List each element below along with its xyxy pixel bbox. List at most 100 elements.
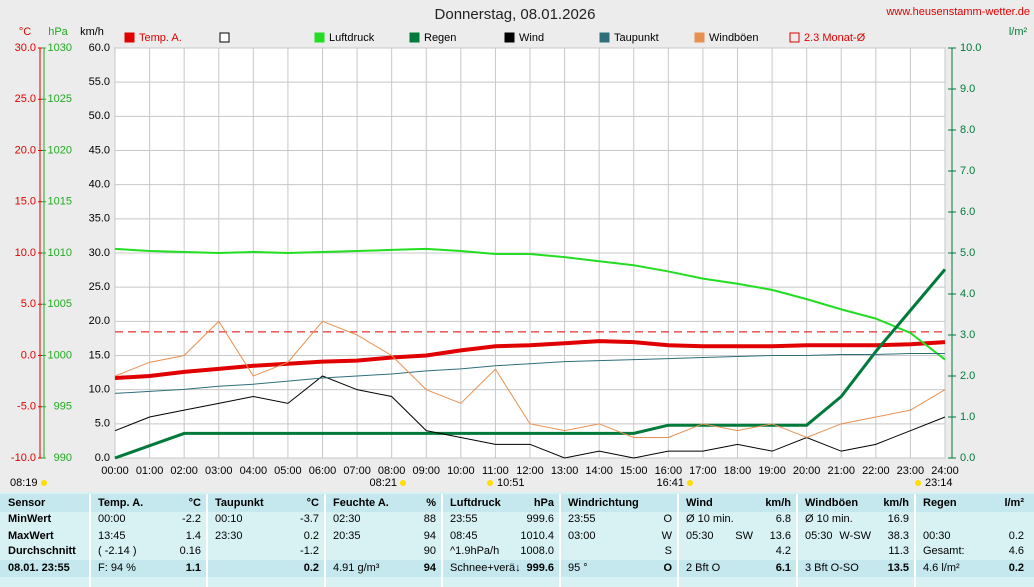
legend-label: Luftdruck xyxy=(329,32,375,44)
temp-tick-label: 15.0 xyxy=(15,196,36,208)
series-line xyxy=(114,339,946,381)
rain-tick-label: 0.0 xyxy=(960,452,975,464)
annotation: 16:41 xyxy=(656,477,684,489)
table-header: Windböen xyxy=(805,497,858,509)
table-cell: W xyxy=(662,530,673,542)
x-tick-label: 24:00 xyxy=(931,465,959,477)
x-tick-label: 02:00 xyxy=(170,465,198,477)
table-cell: 0.16 xyxy=(180,545,201,557)
table-cell: 94 xyxy=(424,530,436,542)
temp-tick-label: 30.0 xyxy=(15,42,36,54)
temp-tick-label: -10.0 xyxy=(11,452,36,464)
temp-tick-label: 0.0 xyxy=(21,349,36,361)
table-header-bg xyxy=(0,494,1034,512)
x-tick-label: 10:00 xyxy=(447,465,475,477)
table-cell: Ø 10 min. xyxy=(686,513,734,525)
legend-swatch xyxy=(314,32,325,43)
annotation-icon xyxy=(400,480,406,486)
rain-tick-label: 8.0 xyxy=(960,124,975,136)
legend-swatch xyxy=(409,32,420,43)
temp-tick-label: -5.0 xyxy=(17,401,36,413)
table-header: Wind xyxy=(686,497,713,509)
wind-unit: km/h xyxy=(80,26,104,38)
table-cell: 0.2 xyxy=(1009,562,1024,574)
rain-tick-label: 1.0 xyxy=(960,411,975,423)
x-tick-label: 22:00 xyxy=(862,465,890,477)
table-cell: 00:10 xyxy=(215,513,243,525)
table-cell: 05:30 xyxy=(686,530,714,542)
legend-swatch xyxy=(789,32,800,43)
y-tick-label: 5.0 xyxy=(95,418,110,430)
y-tick-label: 50.0 xyxy=(89,110,110,122)
y-tick-label: 35.0 xyxy=(89,213,110,225)
annotation-icon xyxy=(41,480,47,486)
legend-swatch xyxy=(694,32,705,43)
rain-tick-label: 7.0 xyxy=(960,165,975,177)
table-header: Regen xyxy=(923,497,957,509)
table-header: l/m² xyxy=(1004,497,1024,509)
legend-swatch xyxy=(504,32,515,43)
x-tick-label: 07:00 xyxy=(343,465,371,477)
x-tick-label: 17:00 xyxy=(689,465,717,477)
table-cell: 1008.0 xyxy=(520,545,554,557)
series-line xyxy=(114,268,947,460)
pressure-unit: hPa xyxy=(48,26,68,38)
table-cell: 00:00 xyxy=(98,513,126,525)
pressure-tick-label: 1025 xyxy=(48,93,72,105)
table-header: Taupunkt xyxy=(215,497,264,509)
rain-tick-label: 2.0 xyxy=(960,370,975,382)
pressure-tick-label: 1000 xyxy=(48,349,72,361)
pressure-tick-label: 1015 xyxy=(48,196,72,208)
table-header: Sensor xyxy=(8,497,46,509)
pressure-tick-label: 1020 xyxy=(48,144,72,156)
chart-title: Donnerstag, 08.01.2026 xyxy=(435,6,596,23)
table-cell: 4.6 l/m² xyxy=(923,562,960,574)
table-cell: Schnee+verä↓ xyxy=(450,562,521,574)
legend-swatch xyxy=(124,32,135,43)
legend-label: Temp. A. xyxy=(139,32,182,44)
table-cell: MaxWert xyxy=(8,530,54,542)
table-cell: 13:45 xyxy=(98,530,126,542)
table-cell: 999.6 xyxy=(526,513,554,525)
legend-label: Wind xyxy=(519,32,544,44)
table-cell: ^1.9hPa/h xyxy=(450,545,499,557)
table-cell: 00:30 xyxy=(923,530,951,542)
x-tick-label: 08:00 xyxy=(378,465,406,477)
table-cell: 4.91 g/m³ xyxy=(333,562,380,574)
x-tick-label: 14:00 xyxy=(585,465,613,477)
table-cell: 6.1 xyxy=(776,562,791,574)
annotation-icon xyxy=(687,480,693,486)
table-cell: 08.01. 23:55 xyxy=(8,562,70,574)
temp-tick-label: 25.0 xyxy=(15,93,36,105)
x-tick-label: 21:00 xyxy=(827,465,855,477)
x-tick-label: 05:00 xyxy=(274,465,302,477)
table-cell: SW xyxy=(735,530,753,542)
table-current-bg xyxy=(0,560,1034,577)
annotation: 08:19 xyxy=(10,477,38,489)
rain-tick-label: 6.0 xyxy=(960,206,975,218)
table-cell: 38.3 xyxy=(888,530,909,542)
table-header: km/h xyxy=(883,497,909,509)
x-tick-label: 11:00 xyxy=(482,465,509,477)
temp-tick-label: 20.0 xyxy=(15,144,36,156)
table-cell: 90 xyxy=(424,545,436,557)
legend-label: Windböen xyxy=(709,32,759,44)
y-tick-label: 15.0 xyxy=(89,349,110,361)
annotation-icon xyxy=(915,480,921,486)
y-tick-label: 25.0 xyxy=(89,281,110,293)
y-tick-label: 60.0 xyxy=(89,42,110,54)
pressure-tick-label: 1005 xyxy=(48,298,72,310)
table-cell: W-SW xyxy=(839,530,871,542)
table-cell: 0.2 xyxy=(304,530,319,542)
table-cell: 08:45 xyxy=(450,530,478,542)
table-cell: 1010.4 xyxy=(520,530,554,542)
table-cell: S xyxy=(665,545,672,557)
table-header: Luftdruck xyxy=(450,497,502,509)
legend-label: Taupunkt xyxy=(614,32,659,44)
y-tick-label: 10.0 xyxy=(89,384,110,396)
table-cell: Durchschnitt xyxy=(8,545,76,557)
table-cell: 13.6 xyxy=(770,530,791,542)
y-tick-label: 30.0 xyxy=(89,247,110,259)
x-tick-label: 20:00 xyxy=(793,465,821,477)
